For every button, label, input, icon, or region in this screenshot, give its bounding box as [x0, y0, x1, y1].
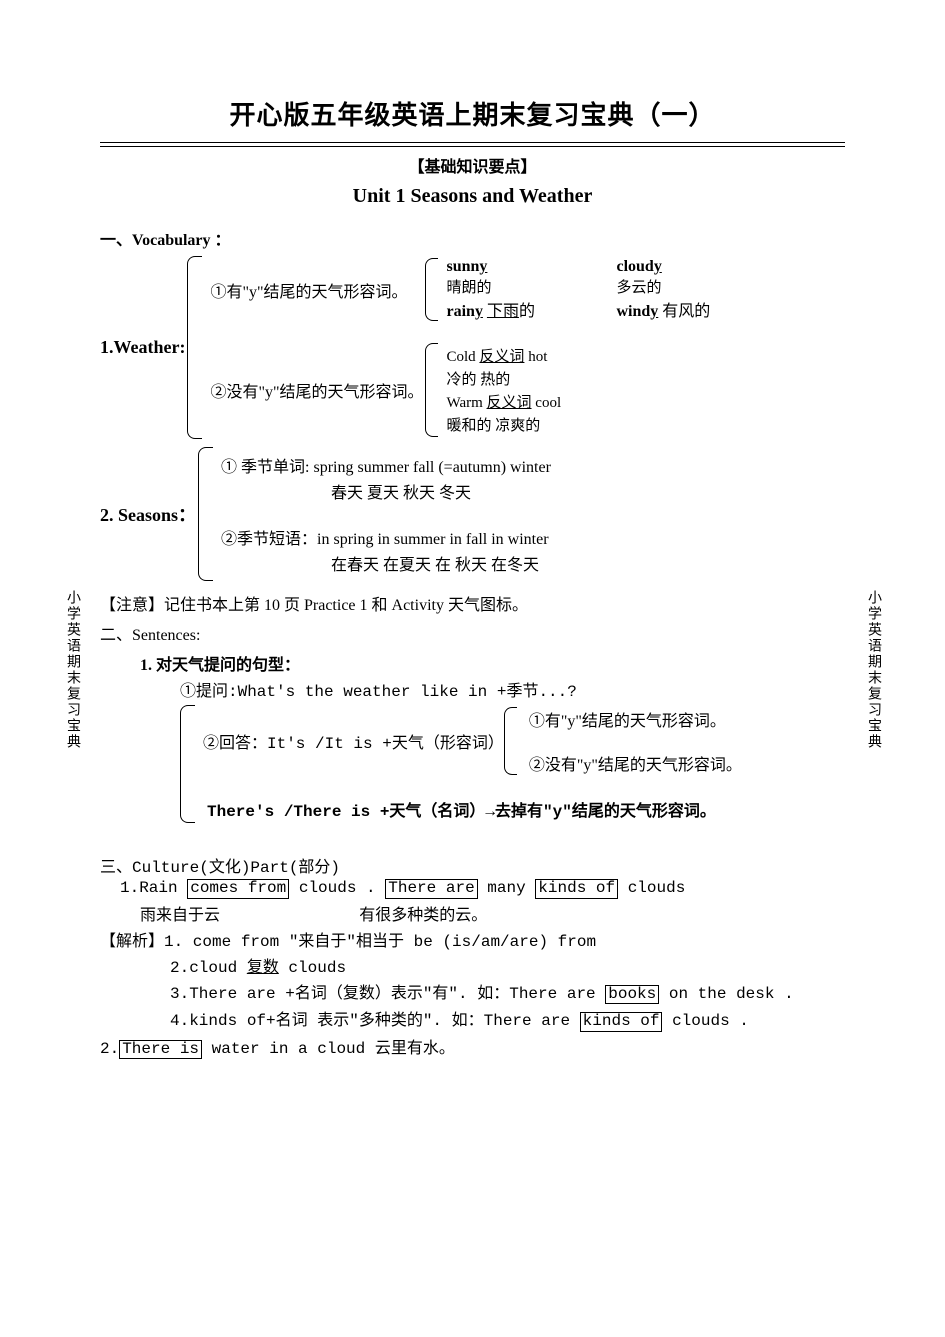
analysis-4: 4.kinds of+名词 表示"多种类的". 如：There are kind…	[100, 1006, 845, 1032]
seasons-line1: ① 季节单词: spring summer fall (=autumn) win…	[221, 453, 845, 477]
question-pattern: ①提问:What's the weather like in +季节...?	[140, 677, 845, 701]
word-line: Warm 反义词 cool	[446, 391, 845, 412]
word-cn: 多云的	[616, 276, 736, 297]
weather-block: 1.Weather: ①有"y"结尾的天气形容词。 sunny cloudy 晴…	[100, 256, 845, 439]
weather-label: 1.Weather:	[100, 256, 187, 439]
brace-icon	[187, 256, 202, 439]
culture-block: 三、Culture(文化)Part(部分) 1.Rain comes from …	[100, 853, 845, 1059]
brace-icon	[425, 343, 438, 437]
answer-block: ②回答：It's /It is +天气（形容词） ①有"y"结尾的天气形容词。 …	[180, 705, 845, 823]
weather-adj-noy: ②没有"y"结尾的天气形容词。	[210, 343, 425, 437]
note-line: 【注意】记住书本上第 10 页 Practice 1 和 Activity 天气…	[100, 591, 845, 615]
word-line: Cold 反义词 hot	[446, 345, 845, 366]
seasons-line2-cn: 在春天 在夏天 在 秋天 在冬天	[221, 551, 845, 575]
doc-subtitle: 【基础知识要点】	[100, 153, 845, 177]
doc-title: 开心版五年级英语上期末复习宝典（一）	[100, 95, 845, 132]
weather-adj-y: ①有"y"结尾的天气形容词。	[210, 258, 425, 321]
sentences-heading: 二、Sentences:	[100, 621, 845, 645]
word-line: 冷的 热的	[446, 368, 845, 389]
weather-row-y: ①有"y"结尾的天气形容词。 sunny cloudy 晴朗的 多云的	[210, 258, 845, 321]
answer-opt-b: ②没有"y"结尾的天气形容词。	[529, 751, 742, 775]
word: sunny	[446, 258, 566, 276]
seasons-block: 2. Seasons： ① 季节单词: spring summer fall (…	[100, 447, 845, 581]
answer-opt-a: ①有"y"结尾的天气形容词。	[529, 707, 742, 731]
culture-line-1: 1.Rain comes from clouds . There are man…	[100, 879, 845, 899]
unit-title: Unit 1 Seasons and Weather	[100, 185, 845, 208]
weather-row-noy: ②没有"y"结尾的天气形容词。 Cold 反义词 hot 冷的 热的 Warm …	[210, 343, 845, 437]
brace-icon	[504, 707, 517, 775]
side-watermark-right: 小学英语期末复习宝典	[863, 590, 883, 750]
culture-line-2: 2.There is water in a cloud 云里有水。	[100, 1034, 845, 1060]
brace-icon	[198, 447, 213, 581]
answer-label: ②回答：It's /It is +天气（形容词）	[203, 707, 504, 775]
seasons-label: 2. Seasons：	[100, 447, 198, 581]
culture-line-1-cn: 雨来自于云 有很多种类的云。	[100, 901, 845, 925]
analysis-3: 3.There are +名词（复数）表示"有". 如：There are bo…	[100, 979, 845, 1005]
side-watermark-left: 小学英语期末复习宝典	[62, 590, 82, 750]
vocab-heading: 一、Vocabulary ：	[100, 226, 845, 250]
word-cn: 晴朗的	[446, 276, 566, 297]
word-line: 暖和的 凉爽的	[446, 414, 845, 435]
word: windy 有风的	[616, 297, 736, 321]
divider	[100, 142, 845, 147]
analysis-2: 2.cloud 复数 clouds	[100, 953, 845, 977]
seasons-line1-cn: 春天 夏天 秋天 冬天	[221, 479, 845, 503]
there-is-line: There's /There is +天气（名词）→去掉有"y"结尾的天气形容词…	[203, 797, 845, 821]
brace-icon	[425, 258, 438, 321]
seasons-line2: ②季节短语：in spring in summer in fall in win…	[221, 525, 845, 549]
culture-heading: 三、Culture(文化)Part(部分)	[100, 853, 845, 877]
word: cloudy	[616, 258, 736, 276]
brace-icon	[180, 705, 195, 823]
sentence-item-1: 1. 对天气提问的句型：	[140, 651, 845, 675]
analysis-1: 【解析】1. come from "来自于"相当于 be (is/am/are)…	[100, 927, 845, 951]
document-page: 小学英语期末复习宝典 小学英语期末复习宝典 开心版五年级英语上期末复习宝典（一）…	[0, 0, 945, 1337]
word: rainy 下雨的	[446, 297, 566, 321]
